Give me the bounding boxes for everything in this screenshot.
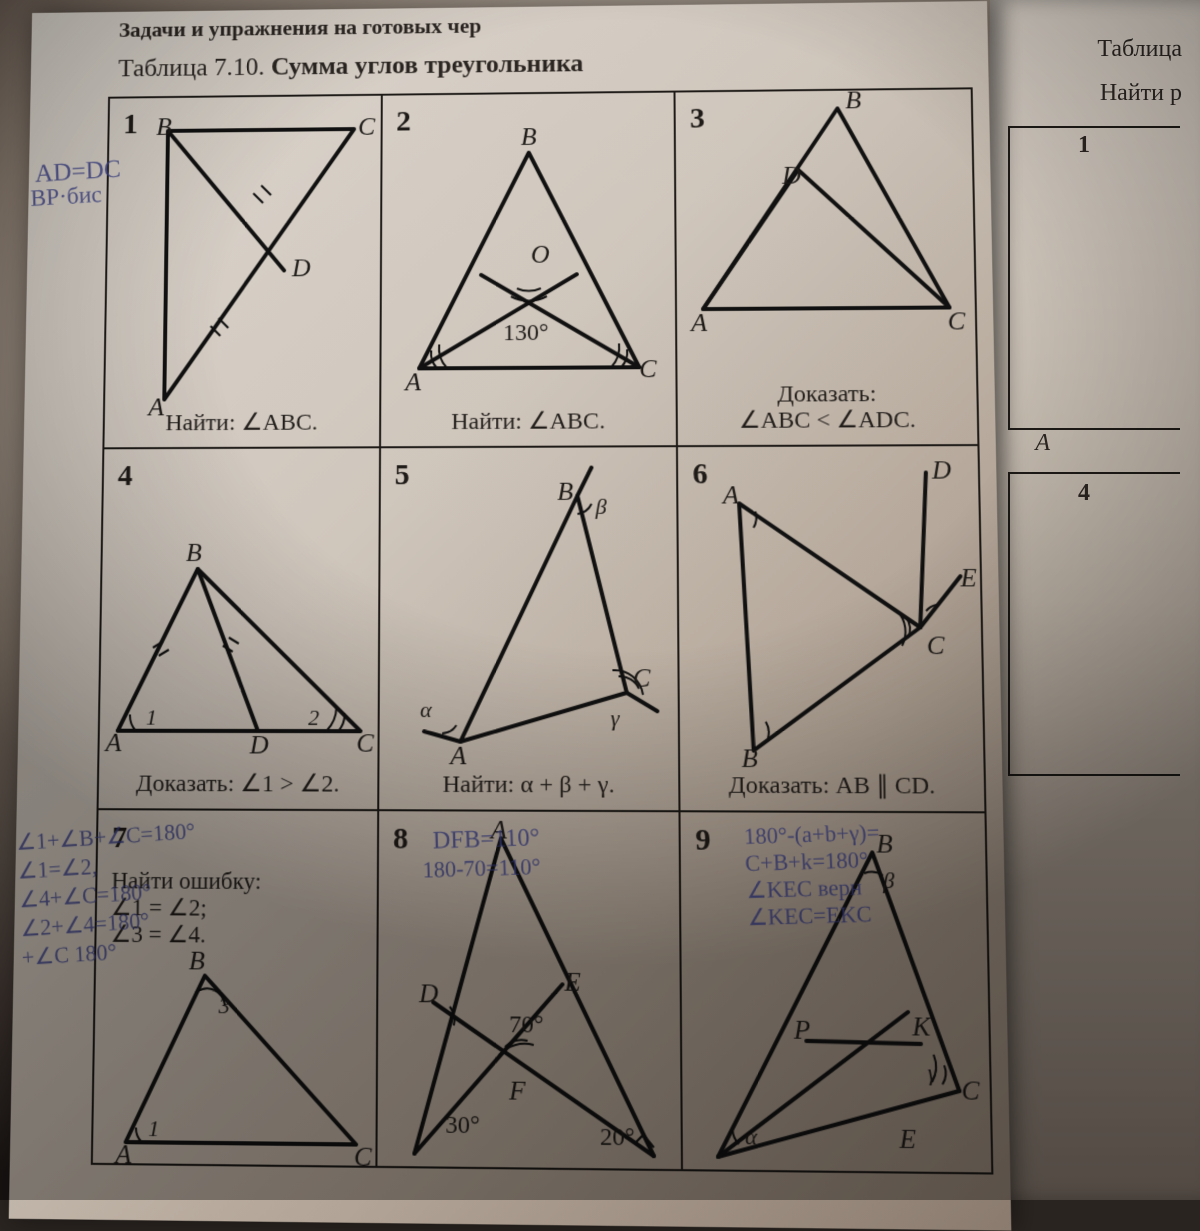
cell-1: 1 B C A D Найти: ∠ABC. (104, 96, 380, 448)
problem-grid: 1 B C A D Найти: ∠ABC. 2 (91, 87, 994, 1174)
svg-text:B: B (156, 112, 172, 141)
task-3b: ∠ABC < ∠ADC. (678, 405, 977, 435)
svg-text:β: β (882, 868, 895, 894)
fig-1: B C A D (105, 103, 382, 419)
svg-text:20°: 20° (600, 1123, 635, 1151)
svg-text:γ: γ (610, 706, 620, 731)
rp-cell2 (1008, 472, 1180, 776)
svg-text:A: A (448, 740, 467, 770)
svg-text:E: E (960, 563, 978, 593)
task-4: Доказать: ∠1 > ∠2. (99, 768, 377, 799)
svg-text:D: D (249, 730, 270, 760)
svg-text:D: D (291, 253, 311, 282)
svg-text:B: B (876, 828, 893, 859)
svg-text:A: A (689, 308, 708, 337)
fig-5: B β A α C γ (379, 459, 680, 775)
rp-cell1 (1008, 126, 1180, 430)
fig-4: B A D C 1 2 (99, 468, 380, 772)
cell-9: 9 B β P K γ C (679, 812, 991, 1172)
svg-text:A: A (103, 727, 122, 757)
table-title: Таблица 7.10. Сумма углов треугольника (118, 49, 583, 83)
task-5: Найти: α + β + γ. (379, 771, 679, 800)
facing-page: Таблица Найти р 1 A 4 (990, 0, 1200, 1200)
svg-text:E: E (563, 966, 581, 997)
task-6: Доказать: AB ∥ CD. (681, 770, 985, 801)
cell-3: 3 B D A C Доказать: ∠ABC < ∠ADC. (674, 89, 978, 445)
cell-7: 7 Найти ошибку: ∠1 = ∠2; ∠3 = ∠4. B 3 A (93, 810, 377, 1166)
svg-text:β: β (594, 494, 606, 519)
task-7-l1: Найти ошибку: (111, 868, 261, 895)
svg-text:C: C (632, 663, 651, 693)
running-header: Задачи и упражнения на готовых чер (119, 13, 482, 42)
svg-text:3: 3 (218, 993, 231, 1018)
svg-text:B: B (742, 743, 759, 772)
svg-text:O: O (531, 240, 550, 269)
fig-3: B D A C (676, 89, 977, 349)
svg-text:C: C (356, 728, 375, 758)
cell-5: 5 B β A α C γ (377, 447, 679, 810)
fig-8: A D E 70° F 30° 20° (377, 819, 683, 1167)
svg-text:B: B (845, 89, 862, 114)
fig-7: B 3 A 1 C (93, 944, 378, 1177)
rp-text1: Таблица (1097, 36, 1182, 63)
cell-2: 2 B O 130° A (379, 93, 677, 447)
svg-text:C: C (358, 112, 376, 141)
svg-text:α: α (420, 697, 432, 722)
svg-text:1: 1 (148, 1116, 160, 1142)
cell-4: 4 B A D C 1 (99, 448, 379, 809)
cell-8: 8 A D E 70° F (375, 811, 681, 1169)
svg-text:D: D (931, 455, 952, 485)
cell-6: 6 A D E C B (676, 446, 984, 811)
svg-text:A: A (113, 1138, 132, 1169)
hw-2: BP·бис (30, 182, 102, 213)
task-1: Найти: ∠ABC. (105, 407, 379, 437)
cell-num-7: 7 (112, 820, 128, 855)
svg-text:C: C (639, 354, 658, 383)
svg-text:70°: 70° (509, 1011, 544, 1039)
svg-text:B: B (557, 476, 573, 506)
svg-text:C: C (962, 1075, 982, 1107)
svg-text:A: A (721, 480, 740, 510)
svg-text:P: P (793, 1014, 811, 1045)
svg-text:A: A (403, 367, 421, 396)
svg-text:C: C (927, 630, 946, 660)
title-bold: Сумма углов треугольника (271, 49, 584, 81)
svg-text:30°: 30° (445, 1111, 480, 1139)
svg-text:B: B (521, 122, 537, 151)
fig-2: B O 130° A C (381, 102, 677, 410)
fig-9: B β P K γ C E α (681, 821, 993, 1171)
svg-text:B: B (186, 538, 203, 568)
svg-text:C: C (948, 306, 967, 336)
svg-text:K: K (911, 1011, 933, 1042)
svg-text:D: D (418, 978, 439, 1009)
svg-text:C: C (354, 1141, 373, 1172)
task-2: Найти: ∠ABC. (381, 406, 676, 436)
svg-text:B: B (189, 945, 206, 976)
photo-background: Таблица Найти р 1 A 4 Задачи и упражнени… (0, 0, 1200, 1200)
svg-text:1: 1 (146, 705, 157, 730)
svg-text:D: D (781, 161, 802, 190)
task-7-l2: ∠1 = ∠2; (111, 894, 207, 920)
svg-text:F: F (508, 1075, 526, 1106)
title-prefix: Таблица 7.10. (118, 52, 271, 82)
rp-text2: Найти р (1100, 80, 1182, 107)
rp-A: A (1035, 430, 1050, 457)
svg-text:E: E (899, 1123, 918, 1155)
fig-6: A D E C B (678, 454, 985, 772)
svg-text:A: A (488, 819, 507, 844)
page: Задачи и упражнения на готовых чер Табли… (9, 1, 1012, 1231)
task-7a: Найти ошибку: ∠1 = ∠2; ∠3 = ∠4. (110, 868, 261, 949)
svg-text:130°: 130° (503, 320, 549, 346)
svg-text:2: 2 (308, 705, 319, 730)
svg-text:α: α (745, 1124, 758, 1150)
